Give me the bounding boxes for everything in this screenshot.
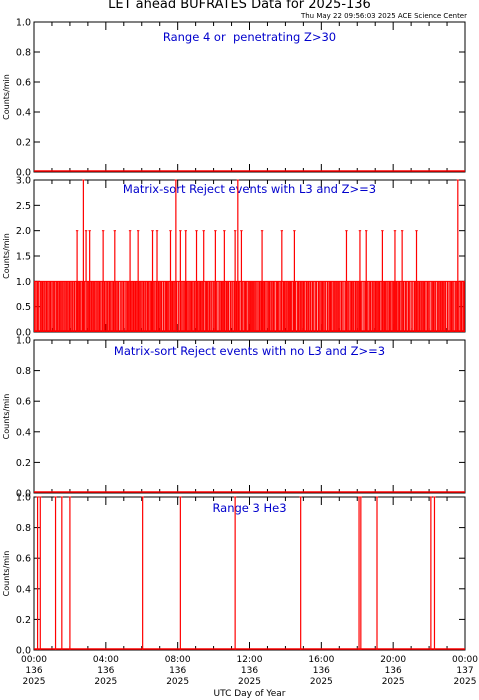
- y-tick-label: 3.0: [16, 176, 31, 187]
- x-tick-label-time: 04:00: [93, 655, 119, 665]
- y-tick-label: 0.2: [16, 458, 31, 469]
- x-tick-label-time: 16:00: [308, 655, 334, 665]
- x-tick-label-doy: 137: [456, 666, 473, 676]
- y-tick-label: 1.0: [16, 493, 31, 504]
- plot-frame: [33, 339, 466, 494]
- x-tick-label-year: 2025: [166, 677, 189, 687]
- x-tick-label-doy: 136: [25, 666, 42, 676]
- y-tick-label: 1.0: [16, 277, 31, 288]
- x-tick-label-year: 2025: [382, 677, 405, 687]
- figure-title: LET ahead BUFRATES Data for 2025-136: [108, 0, 371, 12]
- y-tick-label: 2.0: [16, 226, 31, 237]
- y-tick-label: 0.0: [16, 489, 31, 500]
- y-tick-label: 0.4: [16, 108, 31, 119]
- plot-frame: [33, 21, 466, 173]
- x-tick-label-time: 00:00: [452, 655, 478, 665]
- panel-title: Range 3 He3: [212, 501, 286, 515]
- y-tick-label: 0.0: [16, 646, 31, 657]
- x-tick-label-year: 2025: [454, 677, 477, 687]
- panel-title: Matrix-sort Reject events with L3 and Z>…: [123, 182, 376, 196]
- y-tick-label: 0.8: [16, 48, 31, 59]
- x-tick-label-year: 2025: [310, 677, 333, 687]
- x-axis-label: UTC Day of Year: [214, 689, 286, 699]
- y-tick-label: 2.5: [16, 201, 31, 212]
- x-tick-label-time: 08:00: [165, 655, 191, 665]
- y-tick-label: 0.8: [16, 366, 31, 377]
- x-tick-label-doy: 136: [97, 666, 114, 676]
- plot-frame: [33, 496, 466, 651]
- y-tick-label: 1.0: [16, 336, 31, 347]
- x-tick-label-time: 20:00: [380, 655, 406, 665]
- x-tick-label-time: 00:00: [21, 655, 47, 665]
- x-tick-label-year: 2025: [23, 677, 46, 687]
- x-tick-label-doy: 136: [313, 666, 330, 676]
- x-tick-label-doy: 136: [241, 666, 258, 676]
- x-tick-label-year: 2025: [238, 677, 261, 687]
- y-tick-label: 0.4: [16, 584, 31, 595]
- y-tick-label: 0.8: [16, 523, 31, 534]
- y-tick-label: 0.0: [16, 328, 31, 339]
- y-tick-label: 0.4: [16, 427, 31, 438]
- y-axis-label: Counts/min: [2, 233, 11, 279]
- x-tick-label-doy: 136: [385, 666, 402, 676]
- y-axis-label: Counts/min: [2, 551, 11, 597]
- y-tick-label: 1.5: [16, 252, 31, 263]
- y-tick-label: 0.6: [16, 78, 31, 89]
- y-tick-label: 0.0: [16, 168, 31, 179]
- y-tick-label: 0.6: [16, 554, 31, 565]
- panel-title: Range 4 or penetrating Z>30: [163, 30, 336, 44]
- x-tick-label-time: 12:00: [237, 655, 263, 665]
- y-tick-label: 0.5: [16, 302, 31, 313]
- y-axis-label: Counts/min: [2, 394, 11, 440]
- y-tick-label: 0.2: [16, 138, 31, 149]
- timestamp: Thu May 22 09:56:03 2025 ACE Science Cen…: [300, 12, 467, 20]
- x-tick-label-year: 2025: [94, 677, 117, 687]
- y-axis-label: Counts/min: [2, 74, 11, 120]
- panel-title: Matrix-sort Reject events with no L3 and…: [114, 344, 385, 358]
- y-tick-label: 1.0: [16, 18, 31, 29]
- y-tick-label: 0.2: [16, 615, 31, 626]
- x-tick-label-doy: 136: [169, 666, 186, 676]
- y-tick-label: 0.6: [16, 397, 31, 408]
